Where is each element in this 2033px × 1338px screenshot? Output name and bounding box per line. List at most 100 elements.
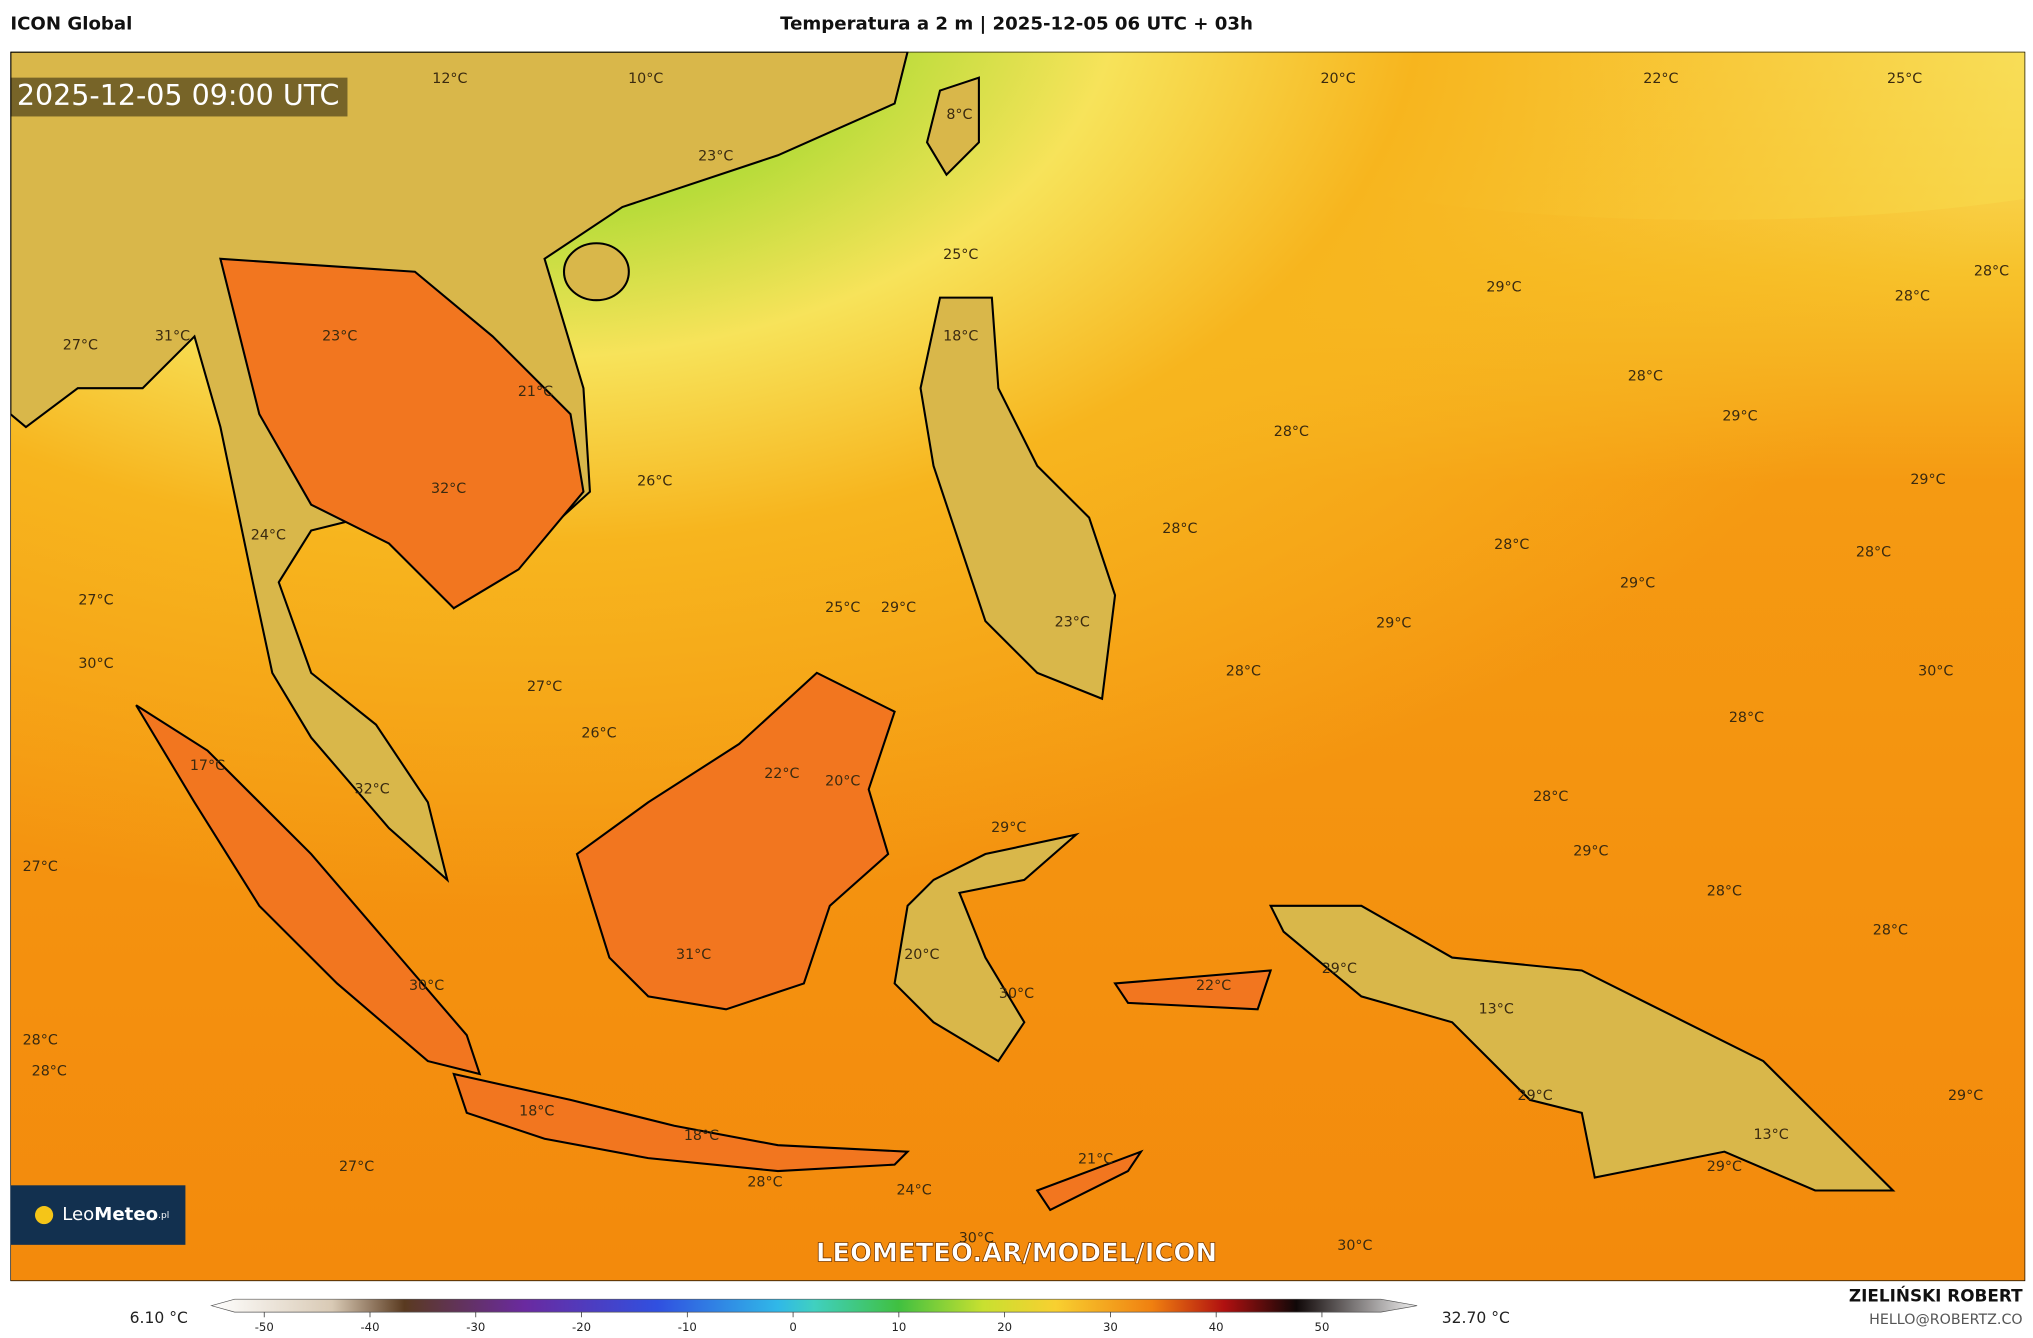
colorbar-tick-label: -10 [678,1320,697,1334]
temperature-labels: 12°C 10°C 23°C 8°C 20°C 22°C 25°C 25°C 29°C 28°C 2… [23,71,2010,1254]
model-name: ICON Global [10,14,132,35]
temperature-label: 20°C [904,947,939,963]
timestamp: 2025-12-05 09:00 UTC [17,79,340,112]
temperature-label: 30°C [999,986,1034,1002]
temperature-label: 25°C [943,247,978,263]
temperature-label: 29°C [1518,1088,1553,1104]
temperature-label: 30°C [78,656,113,672]
temperature-label: 13°C [1753,1127,1788,1143]
temperature-label: 27°C [78,592,113,608]
temperature-label: 26°C [581,726,616,742]
temperature-label: 20°C [1320,71,1355,87]
colorbar-tick-label: 10 [891,1320,906,1334]
watermark: LEOMETEO.AR/MODEL/ICON [816,1238,1217,1268]
sulawesi [893,832,1080,1063]
logo-sun [35,1206,54,1225]
temperature-label: 18°C [684,1128,719,1144]
logo-suffix: .pl [158,1211,169,1221]
temperature-label: 28°C [32,1063,67,1079]
temperature-label: 28°C [1494,537,1529,553]
colorbar-tick-label: -40 [360,1320,379,1334]
taiwan [925,76,980,177]
colorbar-max: 32.70 °C [1442,1309,1510,1327]
temperature-label: 27°C [23,859,58,875]
temperature-label: 29°C [1910,472,1945,488]
colorbar: -50 -40 -30 -20 -10 0 10 20 30 40 50 [210,1298,1418,1334]
temperature-label: 20°C [825,774,860,790]
colorbar-min: 6.10 °C [130,1309,188,1327]
temperature-label: 29°C [991,820,1026,836]
temperature-label: 18°C [519,1104,554,1120]
sumatra [135,704,482,1076]
temperature-label: 32°C [355,781,390,797]
temperature-label: 12°C [432,71,467,87]
temperature-label: 13°C [1479,1001,1514,1017]
flores [1113,969,1273,1011]
philippines [919,296,1117,701]
temperature-label: 31°C [155,328,190,344]
temperature-label: 28°C [1895,288,1930,304]
temperature-label: 28°C [1533,789,1568,805]
temperature-label: 8°C [946,107,972,123]
colorbar-tick-label: 50 [1315,1320,1330,1334]
java [452,1072,910,1173]
temperature-label: 28°C [1162,521,1197,537]
temperature-label: 28°C [1873,922,1908,938]
hainan [562,242,630,302]
temperature-label: 22°C [1643,71,1678,87]
logo-name: Leo [62,1204,94,1225]
map-area: 12°C 10°C 23°C 8°C 20°C 22°C 25°C 25°C 29°C 28°C 2… [10,51,2026,1282]
timor [1035,1149,1144,1212]
new-guinea [1268,904,1896,1192]
colorbar-bar [210,1298,1418,1313]
colorbar-tick-label: -20 [572,1320,591,1334]
temperature-label: 23°C [698,149,733,165]
temperature-label: 28°C [1974,264,2009,280]
temperature-label: 30°C [1337,1238,1372,1254]
map-title: Temperatura a 2 m | 2025-12-05 06 UTC + … [780,14,1253,35]
temperature-label: 26°C [637,473,672,489]
temperature-label: 29°C [1620,576,1655,592]
colorbar-tick-label: 40 [1209,1320,1224,1334]
temperature-label: 22°C [1196,978,1231,994]
temperature-label: 28°C [1628,369,1663,385]
author: ZIELIŃSKI ROBERT [1849,1285,2023,1306]
temperature-label: 28°C [1274,424,1309,440]
colorbar-tick-label: -30 [466,1320,485,1334]
temperature-label: 25°C [825,600,860,616]
temperature-label: 28°C [1729,710,1764,726]
temperature-label: 21°C [1078,1151,1113,1167]
colorbar-tick-label: -50 [255,1320,274,1334]
temperature-label: 23°C [322,328,357,344]
temperature-label: 18°C [943,328,978,344]
temperature-label: 30°C [409,978,444,994]
temperature-label: 22°C [764,766,799,782]
indochina-warm [219,257,585,610]
temperature-label: 30°C [959,1230,994,1246]
temperature-label: 28°C [1856,545,1891,561]
temperature-label: 29°C [1376,616,1411,632]
temperature-label: 25°C [1887,71,1922,87]
temperature-label: 31°C [676,947,711,963]
temperature-label: 27°C [527,679,562,695]
temperature-label: 29°C [1322,961,1357,977]
temperature-label: 28°C [1226,664,1261,680]
temperature-label: 32°C [431,481,466,497]
temperature-label: 29°C [1707,1159,1742,1175]
colorbar-tick-label: 30 [1103,1320,1118,1334]
contact: HELLO@ROBERTZ.CO [1869,1312,2022,1328]
logo-brand: Meteo [94,1204,158,1225]
timestamp-box [10,77,348,117]
temperature-label: 28°C [1707,884,1742,900]
temperature-label: 27°C [63,338,98,354]
temperature-label: 28°C [23,1032,58,1048]
temperature-label: 24°C [896,1182,931,1198]
temperature-label: 27°C [339,1159,374,1175]
temperature-label: 29°C [1722,409,1757,425]
temperature-label: 28°C [747,1175,782,1191]
borneo [575,671,896,1011]
temperature-label: 29°C [1948,1088,1983,1104]
temperature-label: 23°C [1055,614,1090,630]
